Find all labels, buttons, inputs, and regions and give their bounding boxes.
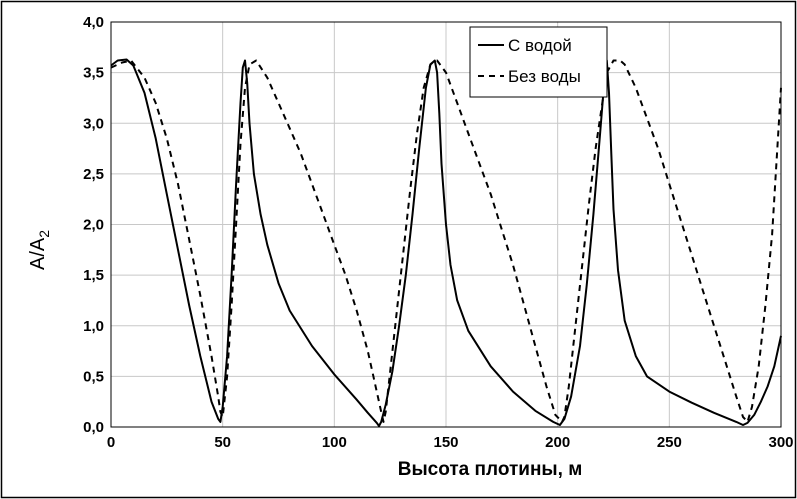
x-tick-label: 200 — [545, 434, 570, 451]
y-axis-label: A/A2 — [27, 230, 52, 270]
y-tick-label: 1,5 — [83, 267, 104, 284]
y-axis-label-subscript: 2 — [36, 230, 52, 238]
x-tick-label: 0 — [107, 434, 115, 451]
y-tick-label: 1,0 — [83, 318, 104, 335]
x-tick-label: 250 — [657, 434, 682, 451]
series-group — [110, 58, 782, 427]
legend-label-without-water: Без воды — [508, 67, 581, 86]
plot-area — [110, 21, 782, 428]
y-tick-label: 0,0 — [83, 419, 104, 436]
y-tick-label: 2,5 — [83, 166, 104, 183]
y-tick-label: 3,5 — [83, 65, 104, 82]
y-tick-label: 3,0 — [83, 115, 104, 132]
legend-box — [469, 26, 608, 98]
x-axis-label: Высота плотины, м — [398, 459, 583, 480]
y-tick-label: 2,0 — [83, 217, 104, 234]
x-axis-ticks: 0 50 100 150 200 250 300 — [107, 434, 794, 451]
x-tick-label: 150 — [433, 434, 458, 451]
x-tick-label: 300 — [768, 434, 793, 451]
y-tick-label: 4,0 — [83, 14, 104, 31]
series-line-with-water — [110, 58, 782, 427]
y-tick-label: 0,5 — [83, 368, 104, 385]
legend: С водой Без воды — [469, 26, 608, 98]
legend-label-with-water: С водой — [508, 36, 572, 55]
y-axis-ticks: 0,0 0,5 1,0 1,5 2,0 2,5 3,0 3,5 4,0 — [83, 14, 104, 436]
x-tick-label: 100 — [322, 434, 347, 451]
x-tick-label: 50 — [214, 434, 231, 451]
y-axis-label-main: A/A — [27, 237, 49, 270]
